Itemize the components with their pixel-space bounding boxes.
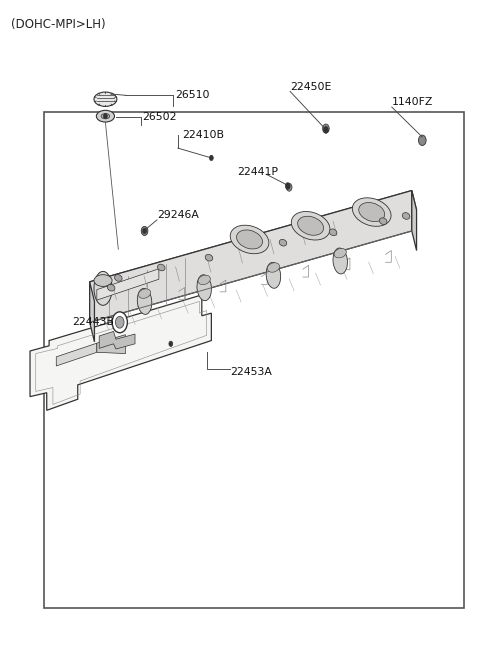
Text: 22443B: 22443B [72,317,114,328]
Ellipse shape [402,213,410,219]
Circle shape [323,124,329,133]
Ellipse shape [205,254,213,261]
Ellipse shape [230,225,269,253]
Ellipse shape [137,288,152,314]
Circle shape [112,312,127,333]
Text: 22410B: 22410B [182,130,224,140]
Ellipse shape [237,230,263,249]
Ellipse shape [298,216,324,235]
Ellipse shape [108,284,115,291]
Text: 29246A: 29246A [157,210,199,220]
Ellipse shape [329,229,337,236]
Polygon shape [90,191,417,301]
Ellipse shape [115,274,122,281]
Circle shape [143,229,146,234]
Ellipse shape [138,289,151,298]
Ellipse shape [333,248,348,274]
Circle shape [116,316,124,328]
Bar [44,112,464,608]
Polygon shape [99,331,135,349]
Ellipse shape [157,264,165,271]
Ellipse shape [94,271,112,305]
Circle shape [419,135,426,145]
Polygon shape [90,282,95,342]
Ellipse shape [266,263,281,288]
Circle shape [286,183,292,191]
Ellipse shape [198,275,210,285]
Text: (DOHC-MPI>LH): (DOHC-MPI>LH) [11,18,106,31]
Circle shape [104,113,108,119]
Polygon shape [90,191,412,322]
Text: 22450E: 22450E [290,82,332,92]
Circle shape [209,155,213,160]
Ellipse shape [379,218,387,225]
Circle shape [324,126,328,133]
Ellipse shape [101,113,110,119]
Polygon shape [412,191,417,251]
Ellipse shape [96,110,115,122]
Polygon shape [97,269,159,300]
Circle shape [141,227,148,236]
Text: 22453A: 22453A [230,367,272,377]
Circle shape [169,341,173,346]
Ellipse shape [352,198,391,227]
Text: 22441P: 22441P [238,167,278,178]
Circle shape [285,183,290,189]
Ellipse shape [197,274,212,301]
Ellipse shape [267,263,279,272]
Ellipse shape [359,202,384,221]
Ellipse shape [94,274,112,286]
Ellipse shape [334,248,347,258]
Text: 1140FZ: 1140FZ [392,98,433,107]
Polygon shape [97,335,125,354]
Text: 26510: 26510 [176,90,210,100]
Text: 26502: 26502 [143,113,177,122]
Ellipse shape [291,212,330,240]
Polygon shape [30,295,211,410]
Ellipse shape [94,92,117,106]
Ellipse shape [279,239,287,246]
Polygon shape [56,343,97,366]
